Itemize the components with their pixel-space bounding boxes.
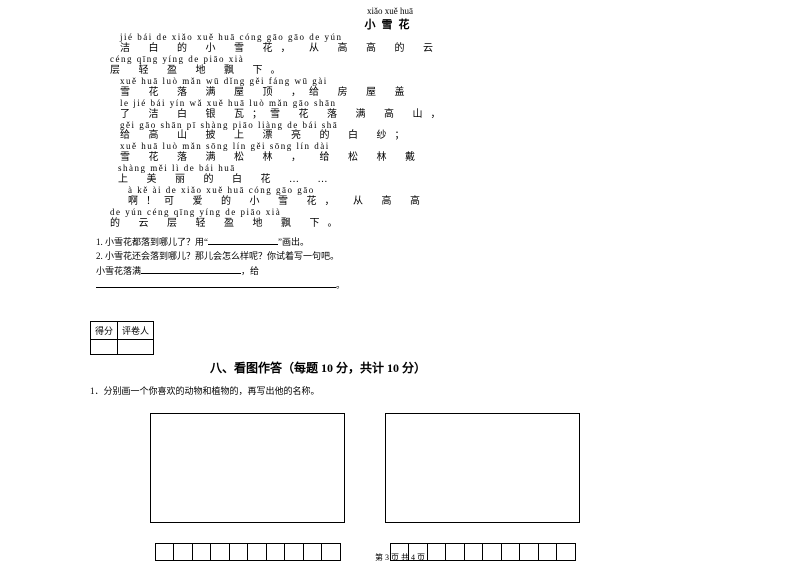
section-8-title: 八、看图作答（每题 10 分，共计 10 分） bbox=[210, 359, 710, 376]
poem-pinyin-5: xuě huā luò mǎn sōng lín gěi sōng lín dà… bbox=[120, 142, 710, 152]
score-cell-1[interactable] bbox=[91, 339, 118, 354]
draw-col-1 bbox=[150, 413, 345, 561]
q1-blank[interactable] bbox=[208, 236, 278, 245]
draw-box-1[interactable] bbox=[150, 413, 345, 523]
section-8-sub: 1．分别画一个你喜欢的动物和植物的，再写出他的名称。 bbox=[90, 384, 710, 397]
poem-hanzi-8: 的 云 层 轻 盈 地 飘 下。 bbox=[110, 218, 710, 229]
poem-hanzi-6: 上 美 丽 的 白 花 … … bbox=[118, 174, 710, 185]
draw-box-2[interactable] bbox=[385, 413, 580, 523]
title-pinyin: xiǎo xuě huā bbox=[70, 6, 710, 16]
poem-lines: jié bái de xiǎo xuě huā cóng gāo gāo de … bbox=[110, 33, 710, 229]
score-col-1: 得分 bbox=[91, 321, 118, 339]
score-table: 得分 评卷人 bbox=[90, 321, 154, 355]
question-3b: 。 bbox=[96, 278, 710, 292]
poem-hanzi-1: 层 轻 盈 地 飘 下。 bbox=[110, 65, 710, 76]
poem-pinyin-2: xuě huā luò mǎn wū dǐng gěi fáng wū gài bbox=[120, 77, 710, 87]
q3-end: 。 bbox=[336, 280, 345, 290]
poem-hanzi-5: 雪 花 落 满 松 林 ， 给 松 林 戴 bbox=[120, 152, 710, 163]
question-3: 小雪花落满 ，给 bbox=[96, 264, 710, 278]
q3-prefix: 小雪花落满 bbox=[96, 266, 141, 276]
page-footer: 第 3 页 共 4 页 bbox=[0, 552, 800, 563]
draw-col-2 bbox=[385, 413, 580, 561]
poem-hanzi-7: 啊！可 爱 的 小 雪 花， 从 高 高 bbox=[128, 196, 710, 207]
q1-prefix: 1. 小雪花都落到哪儿了？用“ bbox=[96, 237, 208, 247]
poem-hanzi-3: 了 洁 白 银 瓦；雪 花 落 满 高 山， bbox=[120, 109, 710, 120]
question-2: 2. 小雪花还会落到哪儿？那儿会怎么样呢？你试着写一句吧。 bbox=[96, 249, 710, 263]
poem-hanzi-4: 给 高 山 披 上 漂 亮 的 白 纱； bbox=[120, 130, 710, 141]
poem-pinyin-7: à kě ài de xiǎo xuě huā cóng gāo gāo bbox=[128, 186, 710, 196]
poem-pinyin-6: shàng měi lì de bái huā bbox=[118, 164, 710, 174]
poem-hanzi-2: 雪 花 落 满 屋 顶 ，给 房 屋 盖 bbox=[120, 87, 710, 98]
q3-blank-1[interactable] bbox=[141, 265, 241, 274]
poem-pinyin-0: jié bái de xiǎo xuě huā cóng gāo gāo de … bbox=[120, 33, 710, 43]
score-col-2: 评卷人 bbox=[118, 321, 154, 339]
poem-pinyin-8: de yún céng qīng yíng de piāo xià bbox=[110, 208, 710, 218]
poem-hanzi-0: 洁 白 的 小 雪 花， 从 高 高 的 云 bbox=[120, 43, 710, 54]
question-1: 1. 小雪花都落到哪儿了？用“ ”画出。 bbox=[96, 235, 710, 249]
title-hanzi: 小雪花 bbox=[70, 16, 710, 32]
q3-blank-2[interactable] bbox=[96, 279, 336, 288]
q1-suffix: ”画出。 bbox=[278, 237, 309, 247]
poem-pinyin-4: gěi gāo shān pī shàng piāo liàng de bái … bbox=[120, 121, 710, 131]
draw-area bbox=[150, 413, 710, 561]
questions-block: 1. 小雪花都落到哪儿了？用“ ”画出。 2. 小雪花还会落到哪儿？那儿会怎么样呢… bbox=[96, 235, 710, 293]
score-cell-2[interactable] bbox=[118, 339, 154, 354]
poem-block: xiǎo xuě huā 小雪花 jié bái de xiǎo xuě huā… bbox=[110, 6, 710, 229]
q3-mid: ，给 bbox=[241, 266, 259, 276]
poem-pinyin-1: céng qīng yíng de piāo xià bbox=[110, 55, 710, 65]
poem-pinyin-3: le jié bái yín wǎ xuě huā luò mǎn gāo sh… bbox=[120, 99, 710, 109]
